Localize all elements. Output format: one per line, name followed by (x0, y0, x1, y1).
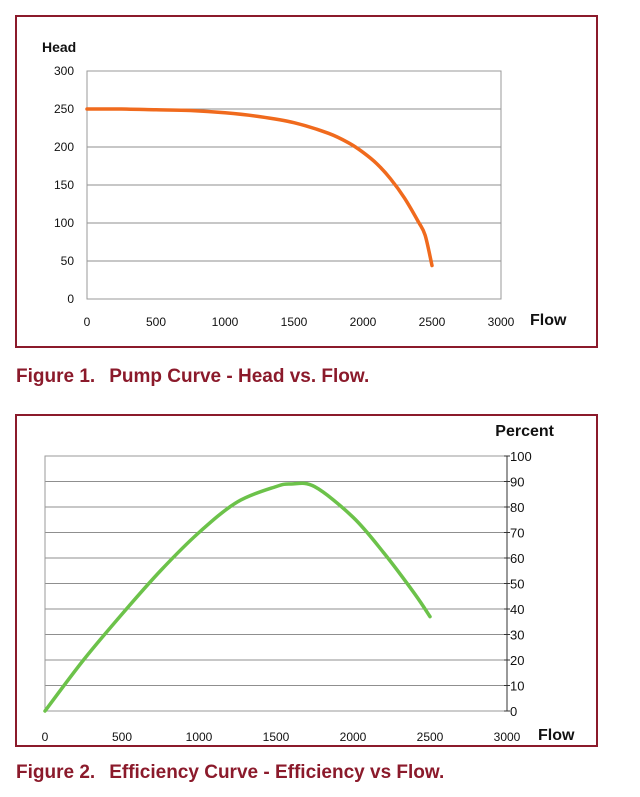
efficiency-y-tick-label: 80 (510, 500, 524, 515)
figure-1-number: Figure 1. (16, 366, 96, 387)
head-y-tick-label: 0 (67, 292, 74, 306)
efficiency-x-axis-label: Flow (538, 727, 575, 744)
efficiency-chart-frame (15, 414, 598, 747)
efficiency-y-tick-label: 90 (510, 475, 524, 490)
head-x-tick-label: 2000 (350, 315, 377, 329)
figure-1-title: Pump Curve - Head vs. Flow. (109, 366, 370, 387)
figure-2-caption: Figure 2. Efficiency Curve - Efficiency v… (16, 762, 444, 784)
efficiency-y-axis-label: Percent (495, 423, 554, 440)
efficiency-y-tick-label: 0 (510, 704, 517, 719)
head-x-tick-label: 500 (146, 315, 166, 329)
efficiency-x-tick-label: 0 (42, 730, 49, 744)
head-chart-frame (15, 15, 598, 348)
head-y-axis-label: Head (42, 39, 76, 55)
efficiency-y-tick-label: 60 (510, 551, 524, 566)
efficiency-y-tick-label: 20 (510, 653, 524, 668)
efficiency-y-tick-label: 30 (510, 628, 524, 643)
efficiency-x-tick-label: 3000 (494, 730, 521, 744)
efficiency-y-tick-label: 70 (510, 526, 524, 541)
efficiency-x-tick-label: 1000 (186, 730, 213, 744)
head-x-axis-label: Flow (530, 312, 567, 329)
head-x-tick-label: 1500 (281, 315, 308, 329)
efficiency-y-tick-label: 10 (510, 679, 524, 694)
head-x-tick-label: 0 (84, 315, 91, 329)
head-y-tick-label: 100 (54, 216, 74, 230)
figure-1-caption: Figure 1. Pump Curve - Head vs. Flow. (16, 366, 369, 388)
efficiency-y-tick-label: 40 (510, 602, 524, 617)
head-y-tick-label: 250 (54, 102, 74, 116)
head-y-tick-label: 200 (54, 140, 74, 154)
head-x-tick-label: 2500 (419, 315, 446, 329)
head-x-tick-label: 1000 (212, 315, 239, 329)
efficiency-x-tick-label: 1500 (263, 730, 290, 744)
head-plot-border (86, 70, 502, 300)
efficiency-series-line (43, 481, 432, 713)
head-x-tick-label: 3000 (488, 315, 515, 329)
head-y-tick-label: 300 (54, 64, 74, 78)
figure-2-title: Efficiency Curve - Efficiency vs Flow. (109, 762, 445, 783)
head-y-tick-label: 50 (61, 254, 75, 268)
head-series-line (85, 107, 434, 268)
efficiency-x-tick-label: 2000 (340, 730, 367, 744)
head-y-tick-label: 150 (54, 178, 74, 192)
efficiency-x-tick-label: 2500 (417, 730, 444, 744)
efficiency-y-tick-label: 50 (510, 577, 524, 592)
efficiency-y-tick-label: 100 (510, 449, 532, 464)
figure-2-number: Figure 2. (16, 762, 96, 783)
efficiency-x-tick-label: 500 (112, 730, 132, 744)
